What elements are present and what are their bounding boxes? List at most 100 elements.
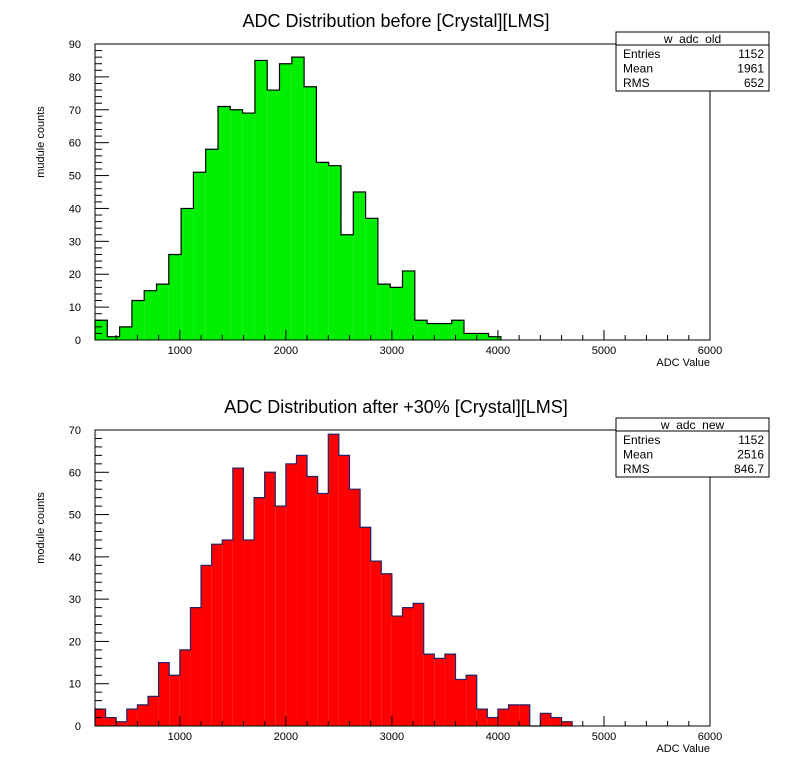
y-tick-label: 0 xyxy=(75,721,81,733)
chart-title: ADC Distribution after +30% [Crystal][LM… xyxy=(224,397,568,417)
histogram-bar xyxy=(307,476,318,726)
histogram-bar xyxy=(316,162,329,340)
y-tick-label: 70 xyxy=(69,425,81,437)
x-tick-label: 2000 xyxy=(274,345,298,357)
chart-title: ADC Distribution before [Crystal][LMS] xyxy=(242,11,549,31)
histogram-bar xyxy=(242,113,255,340)
histogram-bar xyxy=(201,565,212,726)
stats-value-entries: 1152 xyxy=(738,433,764,447)
histogram-bar xyxy=(353,192,366,340)
histogram-bar xyxy=(279,63,292,340)
histogram-bar xyxy=(414,320,428,340)
histogram-bar xyxy=(402,607,414,726)
histogram-bar xyxy=(275,506,286,726)
histogram-bar xyxy=(105,717,117,726)
histogram-bar xyxy=(148,696,159,726)
y-tick-label: 60 xyxy=(69,467,81,479)
histogram-bar xyxy=(488,336,501,340)
histogram-bar xyxy=(377,284,391,340)
x-tick-label: 4000 xyxy=(486,345,510,357)
y-tick-label: 90 xyxy=(69,39,81,51)
histogram-bar xyxy=(476,333,489,340)
stats-box-frame xyxy=(615,417,770,478)
x-tick-label: 1000 xyxy=(168,731,192,743)
stats-box-name: w_adc_new xyxy=(660,418,725,432)
y-axis-label: mudule counts xyxy=(35,106,47,178)
histogram-bar xyxy=(205,149,218,340)
histogram-bar xyxy=(508,704,520,726)
histogram-outline xyxy=(94,433,573,727)
histogram-bar xyxy=(349,489,361,726)
histogram-bar xyxy=(390,287,403,340)
histogram-bar xyxy=(370,561,382,726)
histogram-bar xyxy=(497,709,509,726)
stats-label-entries: Entries xyxy=(623,433,660,447)
stats-label-mean: Mean xyxy=(623,448,653,462)
histogram-bar xyxy=(158,662,170,726)
x-tick-label: 6000 xyxy=(698,731,722,743)
stats-box-frame xyxy=(615,31,770,92)
histogram-bar xyxy=(181,208,194,340)
plot-frame xyxy=(94,429,711,727)
histogram-bars xyxy=(95,57,501,341)
x-tick-label: 1000 xyxy=(168,345,192,357)
histogram-bar xyxy=(222,539,233,726)
histogram-bar xyxy=(254,497,265,726)
histogram-bar xyxy=(402,270,415,340)
x-tick-label: 4000 xyxy=(486,731,510,743)
histogram-bar xyxy=(243,539,255,726)
x-tick-label: 6000 xyxy=(698,345,722,357)
histogram-bar xyxy=(179,649,191,726)
histogram-bar xyxy=(304,86,317,340)
x-axis-label: ADC Value xyxy=(656,743,710,755)
histogram-bar xyxy=(193,172,206,340)
y-tick-label: 70 xyxy=(69,105,81,117)
stats-box-name: w_adc_old xyxy=(663,32,721,46)
histogram-bar xyxy=(561,721,573,726)
histogram-bar xyxy=(291,57,305,341)
stats-value-mean: 1961 xyxy=(737,62,764,76)
histogram-bar xyxy=(328,165,341,340)
y-tick-label: 30 xyxy=(69,594,81,606)
y-tick-label: 20 xyxy=(69,636,81,648)
histogram-bar xyxy=(360,527,371,726)
y-tick-label: 40 xyxy=(69,552,81,564)
histogram-bar xyxy=(107,336,120,340)
histogram-bar xyxy=(144,290,157,340)
histogram-bar xyxy=(365,218,378,340)
histogram-bar xyxy=(341,234,354,340)
x-tick-label: 3000 xyxy=(380,731,404,743)
histogram-bar xyxy=(338,455,350,726)
histogram-bar xyxy=(218,106,231,340)
stats-value-entries: 1152 xyxy=(738,47,764,61)
histogram-bar xyxy=(427,323,440,340)
y-tick-label: 10 xyxy=(69,679,81,691)
histogram-bar xyxy=(230,109,243,341)
histogram-bar xyxy=(296,455,308,726)
stats-value-mean: 2516 xyxy=(737,448,764,462)
histogram-bar xyxy=(131,300,145,340)
histogram-bar xyxy=(119,326,132,340)
stats-label-mean: Mean xyxy=(623,62,653,76)
histogram-bar xyxy=(455,679,467,726)
histogram-bar xyxy=(285,463,297,726)
y-tick-label: 10 xyxy=(69,302,81,314)
y-tick-label: 50 xyxy=(69,510,81,522)
histogram-bar xyxy=(413,603,424,726)
y-tick-label: 50 xyxy=(69,171,81,183)
histogram-bar xyxy=(464,333,477,340)
histogram-bar xyxy=(232,468,244,726)
histogram-bar xyxy=(169,675,180,726)
histogram-bar xyxy=(466,675,477,726)
y-axis: 0 10 20 30 40 50 60 70 80 90 mudule counts xyxy=(35,39,109,347)
x-tick-label: 3000 xyxy=(380,345,404,357)
histogram-bar xyxy=(116,721,127,726)
x-axis-label: ADC Value xyxy=(656,357,710,369)
